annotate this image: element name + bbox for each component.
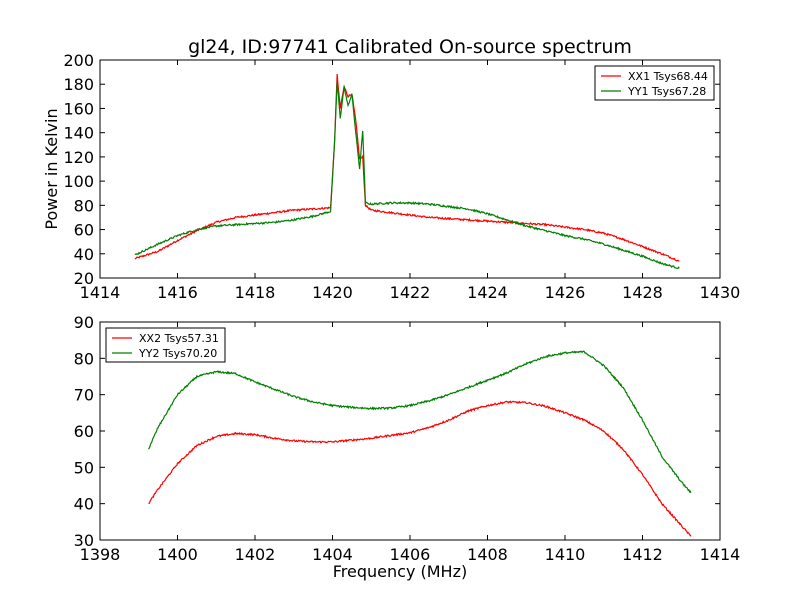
top-spectrum-panel: 1414 1416 1418 1420 1422 1424 1426 1428 1430 20 40… xyxy=(42,51,740,302)
y-tick-label: 140 xyxy=(63,124,94,143)
x-tick-label: 1424 xyxy=(467,283,508,302)
x-tick-label: 1400 xyxy=(157,545,198,564)
x-axis-label: Frequency (MHz) xyxy=(333,562,467,581)
y-tick-label: 30 xyxy=(74,531,94,550)
x-tick-label: 1414 xyxy=(80,283,121,302)
x-tick-label: 1422 xyxy=(390,283,431,302)
x-tick-label: 1426 xyxy=(545,283,586,302)
series-line-xx xyxy=(148,400,692,537)
y-tick-label: 100 xyxy=(63,172,94,191)
x-tick-label: 1404 xyxy=(312,545,353,564)
legend-entry-label: YY1 Tsys67.28 xyxy=(627,85,706,98)
series-line-yy xyxy=(134,81,680,269)
x-tick-label: 1420 xyxy=(312,283,353,302)
legend-entry-label: XX2 Tsys57.31 xyxy=(139,332,219,345)
y-tick-label: 180 xyxy=(63,75,94,94)
x-tick-label: 1416 xyxy=(157,283,198,302)
y-axis-label: Power in Kelvin xyxy=(42,108,61,229)
x-tick-label: 1410 xyxy=(545,545,586,564)
y-tick-label: 40 xyxy=(74,245,94,264)
y-tick-label: 60 xyxy=(74,221,94,240)
legend-entry-label: XX1 Tsys68.44 xyxy=(628,70,708,83)
y-tick-label: 60 xyxy=(74,422,94,441)
legend-box xyxy=(594,65,715,101)
y-tick-label: 80 xyxy=(74,349,94,368)
y-tick-label: 50 xyxy=(74,458,94,477)
y-tick-label: 90 xyxy=(74,313,94,332)
legend: XX2 Tsys57.31 YY2 Tsys70.20 xyxy=(105,327,226,363)
y-tick-label: 80 xyxy=(74,196,94,215)
y-tick-label: 40 xyxy=(74,495,94,514)
x-tick-label: 1398 xyxy=(80,545,121,564)
x-tick-label: 1408 xyxy=(467,545,508,564)
chart-title: gl24, ID:97741 Calibrated On-source spec… xyxy=(188,36,632,58)
y-tick-label: 120 xyxy=(63,148,94,167)
legend-entry-label: YY2 Tsys70.20 xyxy=(138,347,217,360)
legend-box xyxy=(105,327,226,363)
legend: XX1 Tsys68.44 YY1 Tsys67.28 xyxy=(594,65,715,101)
series-line-yy xyxy=(148,350,692,494)
x-tick-label: 1418 xyxy=(235,283,276,302)
bottom-spectrum-panel: 1398 1400 1402 1404 1406 1408 1410 1412 1414 30 40… xyxy=(74,313,741,581)
x-tick-label: 1430 xyxy=(700,283,741,302)
x-tick-label: 1414 xyxy=(700,545,741,564)
y-tick-label: 200 xyxy=(63,51,94,70)
y-tick-label: 20 xyxy=(74,269,94,288)
x-tick-label: 1412 xyxy=(622,545,663,564)
y-tick-label: 70 xyxy=(74,386,94,405)
x-tick-label: 1402 xyxy=(235,545,276,564)
y-tick-label: 160 xyxy=(63,99,94,118)
x-tick-label: 1428 xyxy=(622,283,663,302)
series-line-xx xyxy=(134,73,680,262)
x-tick-label: 1406 xyxy=(390,545,431,564)
